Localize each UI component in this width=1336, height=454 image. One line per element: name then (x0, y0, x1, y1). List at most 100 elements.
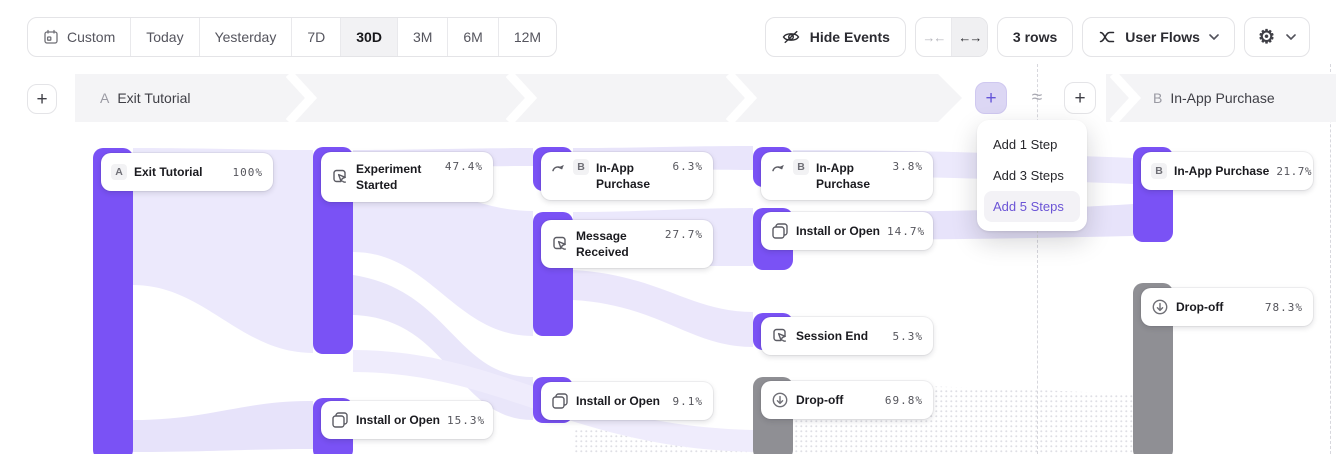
flow-bar-exit-tutorial[interactable] (93, 148, 133, 454)
hide-events-label: Hide Events (809, 29, 890, 45)
node-value: 69.8% (884, 393, 923, 407)
date-range-label: 7D (307, 29, 326, 45)
date-range-today[interactable]: Today (131, 18, 200, 56)
menu-item-add-1-step[interactable]: Add 1 Step (984, 129, 1080, 160)
collapse-columns-button[interactable]: →← (916, 18, 951, 56)
step-letter-b: B (1153, 90, 1163, 106)
expand-columns-button[interactable]: ←→ (950, 18, 987, 56)
node-value: 9.1% (672, 394, 703, 408)
date-range-12m[interactable]: 12M (499, 18, 556, 56)
date-range-label: Custom (67, 29, 116, 45)
date-range-label: 3M (412, 29, 433, 45)
flow-node-experiment-started[interactable]: Experiment Started 47.4% (321, 152, 493, 202)
click-event-icon (551, 235, 569, 253)
plus-icon: + (1074, 87, 1086, 109)
menu-item-add-5-steps[interactable]: Add 5 Steps (984, 191, 1080, 222)
date-range-yesterday[interactable]: Yesterday (200, 18, 293, 56)
view-type-label: User Flows (1125, 29, 1200, 45)
expand-arrows-icon: ←→ (958, 29, 982, 45)
flow-node-install-or-open-9[interactable]: Install or Open 9.1% (541, 382, 713, 420)
node-badge-b: B (1151, 163, 1167, 179)
node-value: 6.3% (672, 160, 703, 173)
plus-icon: + (985, 87, 997, 109)
click-event-icon (331, 168, 349, 186)
copy-event-icon (331, 411, 349, 429)
date-range-custom[interactable]: Custom (28, 18, 132, 56)
toolbar-right-group: Hide Events →← ←→ 3 rows User Flows (764, 17, 1310, 57)
add-steps-menu: Add 1 Step Add 3 Steps Add 5 Steps (977, 120, 1087, 231)
gear-icon: ⚙ (1257, 26, 1275, 48)
date-range-label: Today (146, 29, 184, 45)
view-type-dropdown[interactable]: User Flows (1082, 17, 1235, 57)
node-value: 15.3% (447, 413, 486, 427)
plus-icon: + (36, 88, 48, 110)
end-step-label[interactable]: B In-App Purchase (1153, 74, 1275, 122)
node-value: 14.7% (887, 224, 926, 238)
step-title: In-App Purchase (1170, 90, 1275, 106)
node-value: 3.8% (892, 160, 923, 173)
collapse-arrows-icon: →← (922, 29, 946, 45)
anchor-divider-line (1037, 64, 1038, 454)
add-end-step-button[interactable]: + (1064, 82, 1096, 114)
flow-node-session-end[interactable]: Session End 5.3% (761, 317, 933, 355)
chevron-down-icon (1209, 34, 1219, 40)
flow-node-drop-off-78[interactable]: Drop-off 78.3% (1141, 288, 1313, 326)
node-badge-b: B (793, 159, 809, 175)
rows-button[interactable]: 3 rows (996, 17, 1074, 57)
flow-node-exit-tutorial[interactable]: A Exit Tutorial 100% (101, 153, 273, 191)
flow-node-in-app-purchase-6[interactable]: B In-App Purchase 6.3% (541, 152, 713, 200)
approx-steps-icon: ≈ (1031, 87, 1043, 108)
node-label: Experiment Started (356, 161, 422, 192)
node-label: Drop-off (796, 392, 844, 407)
drop-off-icon (771, 391, 789, 409)
node-label: Exit Tutorial (134, 164, 203, 179)
date-range-label: 30D (356, 29, 382, 45)
flow-node-in-app-purchase-21[interactable]: B In-App Purchase 21.7% (1141, 152, 1313, 190)
date-range-6m[interactable]: 6M (448, 18, 499, 56)
menu-item-label: Add 3 Steps (993, 168, 1064, 183)
chevron-down-icon (1286, 34, 1296, 40)
node-label: In-App Purchase (596, 160, 651, 191)
node-value: 27.7% (664, 228, 703, 241)
date-range-30d[interactable]: 30D (341, 18, 398, 56)
date-range-label: Yesterday (214, 29, 277, 45)
node-badge-b: B (573, 159, 589, 175)
step-band (75, 70, 1336, 126)
add-steps-button[interactable]: + (975, 82, 1007, 114)
settings-dropdown[interactable]: ⚙ (1243, 17, 1310, 57)
node-value: 21.7% (1276, 164, 1312, 178)
menu-item-label: Add 1 Step (993, 137, 1058, 152)
click-event-icon (771, 327, 789, 345)
step-title: Exit Tutorial (117, 90, 191, 106)
copy-event-icon (771, 222, 789, 240)
node-label: In-App Purchase (816, 160, 871, 191)
copy-event-icon (551, 392, 569, 410)
user-flows-icon (1098, 28, 1116, 46)
date-range-3m[interactable]: 3M (398, 18, 449, 56)
flow-node-drop-off-69[interactable]: Drop-off 69.8% (761, 381, 933, 419)
flow-node-install-or-open-15[interactable]: Install or Open 15.3% (321, 401, 493, 439)
date-range-label: 6M (463, 29, 483, 45)
node-value: 78.3% (1264, 300, 1303, 314)
date-range-group: Custom Today Yesterday 7D 30D 3M 6M 12M (27, 17, 558, 57)
hide-events-button[interactable]: Hide Events (764, 17, 906, 57)
node-label: Session End (796, 328, 869, 343)
node-value: 47.4% (444, 160, 483, 173)
node-label: Install or Open (356, 412, 441, 427)
calendar-icon (43, 29, 59, 45)
date-range-7d[interactable]: 7D (292, 18, 342, 56)
jump-ahead-icon (551, 160, 566, 175)
right-edge-divider-line (1330, 64, 1331, 454)
add-start-step-button[interactable]: + (27, 84, 57, 114)
flow-node-install-or-open-14[interactable]: Install or Open 14.7% (761, 212, 933, 250)
width-toggle-group: →← ←→ (914, 17, 988, 57)
flow-node-in-app-purchase-3[interactable]: B In-App Purchase 3.8% (761, 152, 933, 200)
menu-item-add-3-steps[interactable]: Add 3 Steps (984, 160, 1080, 191)
node-value: 100% (232, 165, 263, 179)
node-label: Drop-off (1176, 299, 1224, 314)
node-label: In-App Purchase (1174, 163, 1270, 178)
node-label: Message Received (576, 228, 629, 259)
flow-node-message-received[interactable]: Message Received 27.7% (541, 220, 713, 268)
start-step-label[interactable]: A Exit Tutorial (100, 74, 190, 122)
